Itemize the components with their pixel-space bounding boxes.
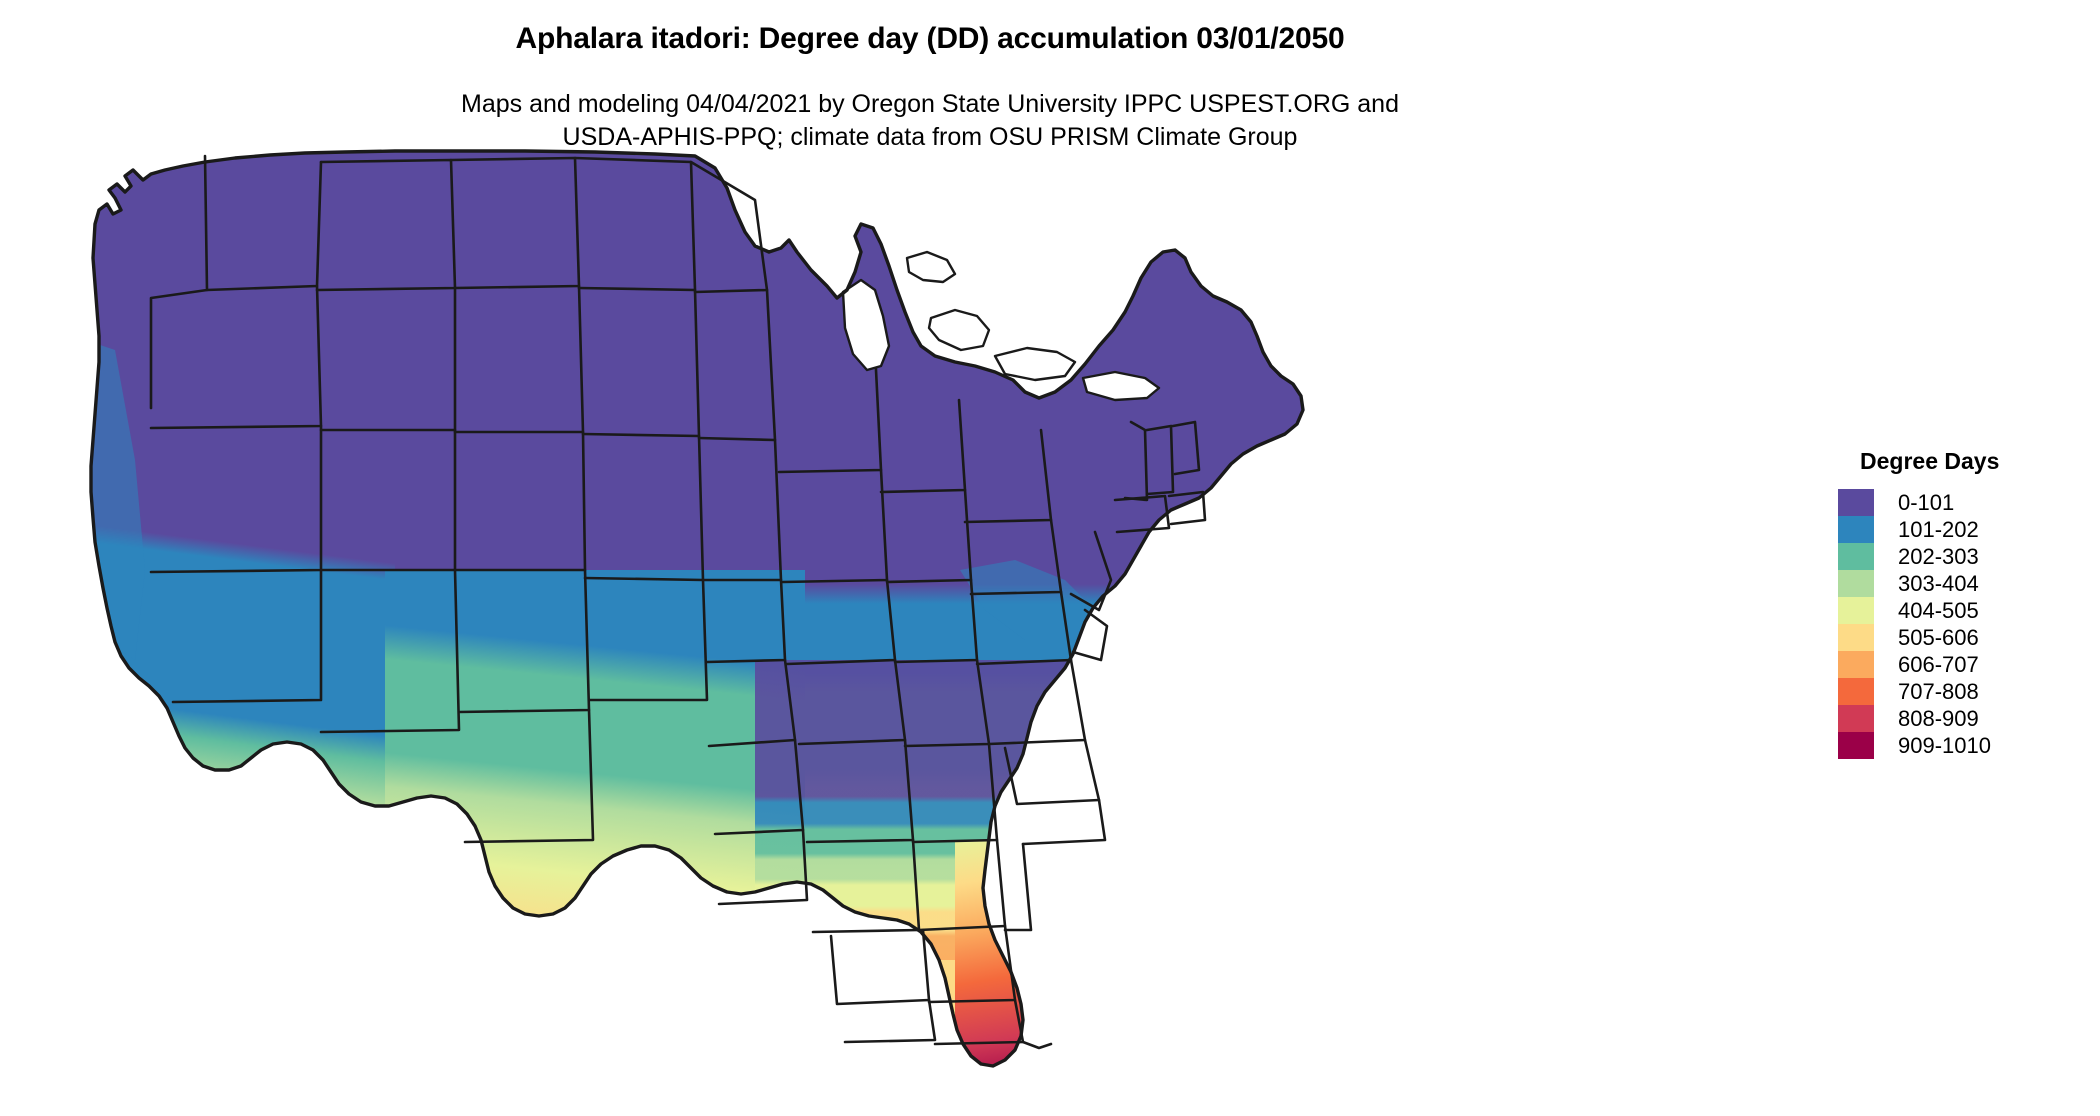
legend-label: 606-707 bbox=[1898, 651, 1979, 677]
legend-swatch bbox=[1838, 651, 1874, 678]
legend-row: 0-101 bbox=[1838, 489, 2078, 516]
legend-title: Degree Days bbox=[1860, 448, 2000, 474]
state-boundaries bbox=[149, 154, 1207, 1050]
figure-subtitle: Maps and modeling 04/04/2021 by Oregon S… bbox=[0, 88, 1860, 154]
legend-label: 303-404 bbox=[1898, 570, 1979, 596]
legend-label: 707-808 bbox=[1898, 678, 1979, 704]
great-lakes bbox=[841, 250, 1161, 402]
legend-swatch bbox=[1838, 489, 1874, 516]
legend-items: 0-101 101-202 202-303 303-404 404-505 505-606… bbox=[1838, 489, 2078, 759]
legend-swatch bbox=[1838, 516, 1874, 543]
legend-row: 808-909 bbox=[1838, 705, 2078, 732]
legend-swatch bbox=[1838, 732, 1874, 759]
legend-label: 0-101 bbox=[1898, 489, 1955, 515]
legend-swatch bbox=[1838, 678, 1874, 705]
legend-row: 202-303 bbox=[1838, 543, 2078, 570]
legend-swatch bbox=[1838, 543, 1874, 570]
legend-row: 909-1010 bbox=[1838, 732, 2078, 759]
legend-label: 101-202 bbox=[1898, 516, 1979, 542]
legend-row: 606-707 bbox=[1838, 651, 2078, 678]
legend-row: 101-202 bbox=[1838, 516, 2078, 543]
legend-swatch bbox=[1838, 570, 1874, 597]
legend-row: 707-808 bbox=[1838, 678, 2078, 705]
legend-label: 404-505 bbox=[1898, 597, 1979, 623]
legend-label: 909-1010 bbox=[1898, 732, 1991, 758]
degree-day-raster bbox=[91, 151, 1303, 1066]
legend-row: 404-505 bbox=[1838, 597, 2078, 624]
us-degree-day-map bbox=[55, 140, 1385, 1116]
legend-row: 505-606 bbox=[1838, 624, 2078, 651]
legend-label: 505-606 bbox=[1898, 624, 1979, 650]
legend-row: 303-404 bbox=[1838, 570, 2078, 597]
legend-label: 808-909 bbox=[1898, 705, 1979, 731]
subtitle-line-2: USDA-APHIS-PPQ; climate data from OSU PR… bbox=[562, 123, 1298, 151]
legend: Degree Days 0-101 101-202 202-303 303-404 40… bbox=[1838, 448, 2078, 759]
legend-swatch bbox=[1838, 705, 1874, 732]
subtitle-line-1: Maps and modeling 04/04/2021 by Oregon S… bbox=[461, 90, 1399, 118]
national-boundary bbox=[89, 149, 1305, 1068]
legend-swatch bbox=[1838, 624, 1874, 651]
legend-label: 202-303 bbox=[1898, 543, 1979, 569]
map-svg bbox=[89, 149, 1305, 1068]
legend-swatch bbox=[1838, 597, 1874, 624]
figure-title: Aphalara itadori: Degree day (DD) accumu… bbox=[515, 22, 1345, 55]
